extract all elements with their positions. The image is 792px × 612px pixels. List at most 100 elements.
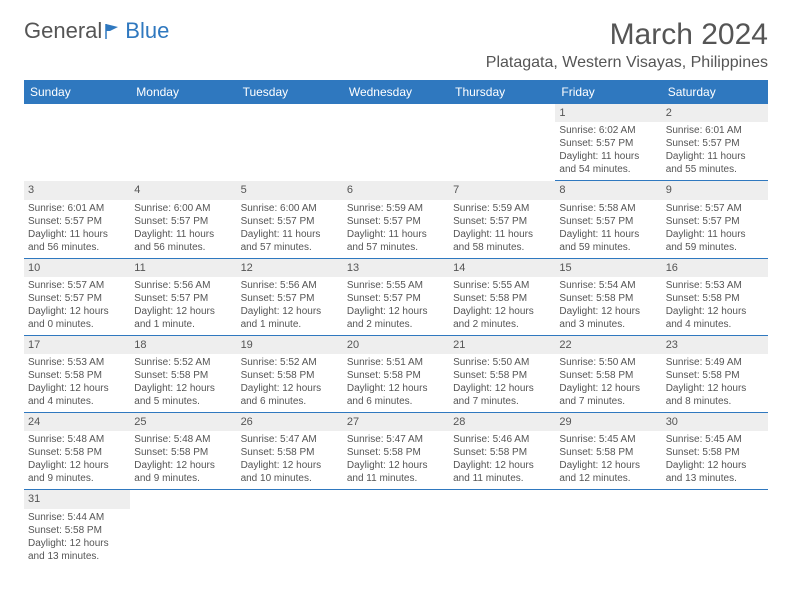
sunrise-text: Sunrise: 6:00 AM — [134, 202, 232, 215]
weekday-header: Friday — [555, 80, 661, 104]
daylight-text: Daylight: 12 hours and 6 minutes. — [241, 382, 339, 408]
day-number-cell: 5 — [237, 181, 343, 200]
day-detail-cell — [343, 122, 449, 181]
weekday-header: Tuesday — [237, 80, 343, 104]
daylight-text: Daylight: 12 hours and 4 minutes. — [28, 382, 126, 408]
sunrise-text: Sunrise: 5:52 AM — [134, 356, 232, 369]
title-block: March 2024 Platagata, Western Visayas, P… — [486, 18, 768, 72]
sunset-text: Sunset: 5:57 PM — [559, 215, 657, 228]
daylight-text: Daylight: 12 hours and 10 minutes. — [241, 459, 339, 485]
daylight-text: Daylight: 12 hours and 1 minute. — [134, 305, 232, 331]
daylight-text: Daylight: 12 hours and 3 minutes. — [559, 305, 657, 331]
day-detail-cell: Sunrise: 5:59 AMSunset: 5:57 PMDaylight:… — [343, 200, 449, 259]
sunset-text: Sunset: 5:58 PM — [453, 446, 551, 459]
day-detail-cell — [555, 509, 661, 567]
sunset-text: Sunset: 5:58 PM — [347, 369, 445, 382]
month-title: March 2024 — [486, 18, 768, 52]
sunset-text: Sunset: 5:58 PM — [559, 446, 657, 459]
daylight-text: Daylight: 12 hours and 11 minutes. — [347, 459, 445, 485]
sunset-text: Sunset: 5:58 PM — [559, 292, 657, 305]
daylight-text: Daylight: 11 hours and 55 minutes. — [666, 150, 764, 176]
logo: General Blue — [24, 18, 169, 44]
sunset-text: Sunset: 5:57 PM — [134, 292, 232, 305]
daylight-text: Daylight: 11 hours and 59 minutes. — [666, 228, 764, 254]
day-detail-cell: Sunrise: 5:52 AMSunset: 5:58 PMDaylight:… — [130, 354, 236, 413]
day-number-cell — [662, 490, 768, 509]
sunset-text: Sunset: 5:57 PM — [666, 137, 764, 150]
day-number-cell: 26 — [237, 413, 343, 432]
day-number-cell: 29 — [555, 413, 661, 432]
day-number-cell — [449, 490, 555, 509]
day-number-cell: 25 — [130, 413, 236, 432]
day-number-cell: 14 — [449, 258, 555, 277]
day-detail-cell: Sunrise: 5:45 AMSunset: 5:58 PMDaylight:… — [555, 431, 661, 490]
sunset-text: Sunset: 5:58 PM — [28, 446, 126, 459]
daylight-text: Daylight: 12 hours and 12 minutes. — [559, 459, 657, 485]
calendar-table: SundayMondayTuesdayWednesdayThursdayFrid… — [24, 80, 768, 567]
sunrise-text: Sunrise: 5:50 AM — [453, 356, 551, 369]
day-detail-cell: Sunrise: 5:53 AMSunset: 5:58 PMDaylight:… — [662, 277, 768, 336]
detail-row: Sunrise: 5:57 AMSunset: 5:57 PMDaylight:… — [24, 277, 768, 336]
day-detail-cell — [343, 509, 449, 567]
sunrise-text: Sunrise: 5:52 AM — [241, 356, 339, 369]
day-detail-cell: Sunrise: 5:56 AMSunset: 5:57 PMDaylight:… — [237, 277, 343, 336]
sunrise-text: Sunrise: 5:47 AM — [241, 433, 339, 446]
day-detail-cell: Sunrise: 5:45 AMSunset: 5:58 PMDaylight:… — [662, 431, 768, 490]
daylight-text: Daylight: 12 hours and 4 minutes. — [666, 305, 764, 331]
day-detail-cell — [449, 509, 555, 567]
weekday-header: Monday — [130, 80, 236, 104]
daylight-text: Daylight: 12 hours and 9 minutes. — [28, 459, 126, 485]
day-detail-cell: Sunrise: 5:48 AMSunset: 5:58 PMDaylight:… — [24, 431, 130, 490]
sunrise-text: Sunrise: 5:46 AM — [453, 433, 551, 446]
day-number-cell — [343, 104, 449, 122]
daylight-text: Daylight: 12 hours and 6 minutes. — [347, 382, 445, 408]
daylight-text: Daylight: 11 hours and 56 minutes. — [28, 228, 126, 254]
day-detail-cell: Sunrise: 5:58 AMSunset: 5:57 PMDaylight:… — [555, 200, 661, 259]
day-number-cell — [237, 104, 343, 122]
sunrise-text: Sunrise: 5:57 AM — [666, 202, 764, 215]
day-number-cell — [130, 490, 236, 509]
daynum-row: 3456789 — [24, 181, 768, 200]
day-detail-cell — [237, 122, 343, 181]
logo-flag-icon — [104, 22, 124, 40]
weekday-row: SundayMondayTuesdayWednesdayThursdayFrid… — [24, 80, 768, 104]
day-detail-cell: Sunrise: 6:01 AMSunset: 5:57 PMDaylight:… — [662, 122, 768, 181]
sunrise-text: Sunrise: 5:51 AM — [347, 356, 445, 369]
daylight-text: Daylight: 12 hours and 7 minutes. — [559, 382, 657, 408]
detail-row: Sunrise: 5:53 AMSunset: 5:58 PMDaylight:… — [24, 354, 768, 413]
day-detail-cell — [237, 509, 343, 567]
day-detail-cell: Sunrise: 5:54 AMSunset: 5:58 PMDaylight:… — [555, 277, 661, 336]
day-detail-cell — [24, 122, 130, 181]
day-detail-cell: Sunrise: 5:56 AMSunset: 5:57 PMDaylight:… — [130, 277, 236, 336]
day-number-cell: 11 — [130, 258, 236, 277]
day-number-cell: 6 — [343, 181, 449, 200]
sunset-text: Sunset: 5:57 PM — [241, 215, 339, 228]
header: General Blue March 2024 Platagata, Weste… — [24, 18, 768, 72]
day-number-cell: 20 — [343, 335, 449, 354]
day-number-cell: 31 — [24, 490, 130, 509]
daylight-text: Daylight: 11 hours and 56 minutes. — [134, 228, 232, 254]
daylight-text: Daylight: 12 hours and 13 minutes. — [28, 537, 126, 563]
sunset-text: Sunset: 5:57 PM — [241, 292, 339, 305]
day-detail-cell: Sunrise: 6:00 AMSunset: 5:57 PMDaylight:… — [237, 200, 343, 259]
sunset-text: Sunset: 5:58 PM — [134, 369, 232, 382]
daylight-text: Daylight: 12 hours and 7 minutes. — [453, 382, 551, 408]
day-detail-cell — [130, 122, 236, 181]
day-number-cell: 23 — [662, 335, 768, 354]
day-number-cell: 28 — [449, 413, 555, 432]
day-number-cell: 16 — [662, 258, 768, 277]
daylight-text: Daylight: 12 hours and 11 minutes. — [453, 459, 551, 485]
daylight-text: Daylight: 11 hours and 54 minutes. — [559, 150, 657, 176]
sunset-text: Sunset: 5:57 PM — [347, 292, 445, 305]
sunrise-text: Sunrise: 5:55 AM — [453, 279, 551, 292]
sunset-text: Sunset: 5:57 PM — [453, 215, 551, 228]
daynum-row: 12 — [24, 104, 768, 122]
daylight-text: Daylight: 12 hours and 5 minutes. — [134, 382, 232, 408]
calendar-head: SundayMondayTuesdayWednesdayThursdayFrid… — [24, 80, 768, 104]
sunset-text: Sunset: 5:58 PM — [453, 369, 551, 382]
day-detail-cell: Sunrise: 5:52 AMSunset: 5:58 PMDaylight:… — [237, 354, 343, 413]
sunrise-text: Sunrise: 6:01 AM — [666, 124, 764, 137]
sunset-text: Sunset: 5:57 PM — [28, 292, 126, 305]
day-number-cell: 30 — [662, 413, 768, 432]
sunset-text: Sunset: 5:58 PM — [453, 292, 551, 305]
